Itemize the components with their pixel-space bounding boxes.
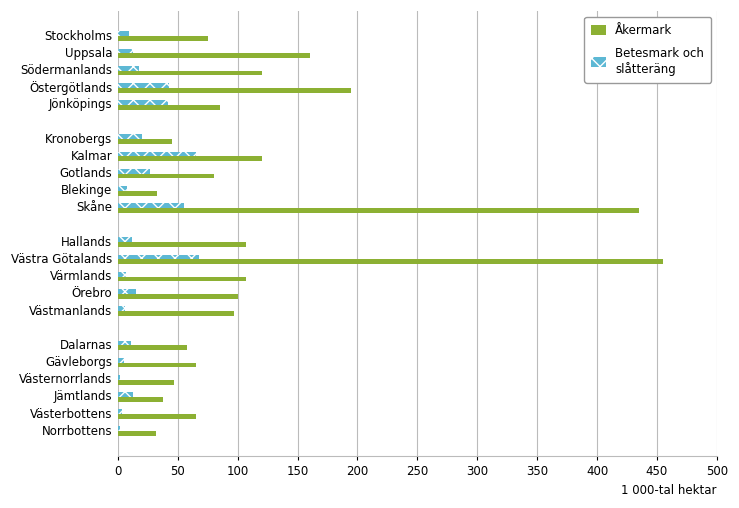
Bar [118,66,140,71]
Bar [118,53,310,58]
Bar [118,392,134,397]
Bar [118,375,120,379]
Bar [118,156,262,161]
Bar [118,88,352,92]
Bar [118,358,124,363]
Bar [118,311,234,316]
Bar [118,255,200,260]
Bar [118,83,169,88]
Bar [118,151,196,156]
Bar [118,169,150,174]
Bar [118,191,157,196]
Bar [118,340,131,345]
Bar [118,277,246,281]
Bar [118,105,219,110]
Bar [118,36,208,41]
Bar [118,363,196,367]
Bar [118,379,174,385]
Bar [118,414,196,419]
Bar [118,431,156,436]
Bar [118,174,214,178]
Bar [118,242,246,247]
Bar [118,186,128,191]
Bar [118,31,129,36]
Bar [118,272,126,277]
Bar [118,135,142,139]
Bar [118,426,120,431]
Bar [118,49,134,53]
Bar [118,306,125,311]
Legend: Åkermark, Betesmark och
slåtteräng: Åkermark, Betesmark och slåtteräng [585,17,711,83]
Bar [118,289,136,294]
Bar [118,100,168,105]
Bar [118,345,188,350]
Bar [118,139,172,144]
X-axis label: 1 000-tal hektar: 1 000-tal hektar [621,484,717,497]
Bar [118,294,238,299]
Bar [118,409,121,414]
Bar [118,208,639,213]
Bar [118,71,262,75]
Bar [118,397,163,402]
Bar [118,260,663,264]
Bar [118,203,184,208]
Bar [118,237,132,242]
